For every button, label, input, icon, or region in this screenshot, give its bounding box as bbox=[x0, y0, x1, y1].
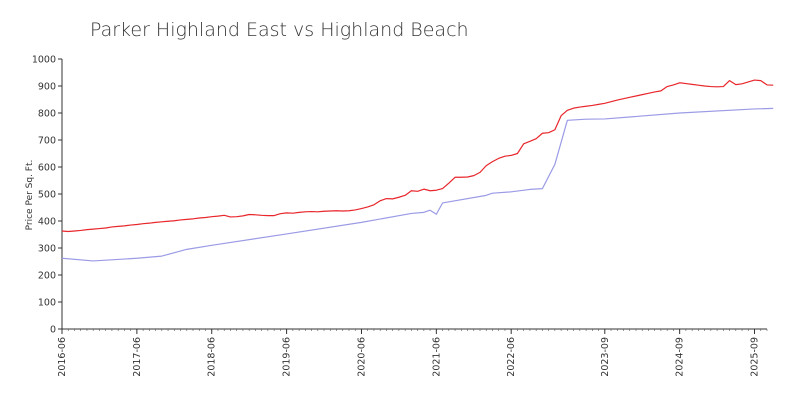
series-line-2 bbox=[61, 107, 774, 262]
y-axis-label: Price Per Sq. Ft. bbox=[25, 160, 35, 231]
series-layer bbox=[61, 79, 774, 262]
y-tick-label: 900 bbox=[38, 82, 56, 93]
chart-title: Parker Highland East vs Highland Beach bbox=[90, 19, 469, 41]
x-tick-label: 2020-06 bbox=[356, 337, 367, 377]
y-tick-label: 0 bbox=[50, 325, 56, 336]
x-tick-label: 2023-09 bbox=[600, 337, 611, 377]
y-tick-label: 300 bbox=[38, 244, 56, 255]
x-tick-label: 2017-06 bbox=[132, 337, 143, 377]
y-tick-label: 200 bbox=[38, 271, 56, 282]
y-tick-label: 100 bbox=[38, 298, 56, 309]
x-tick-label: 2016-06 bbox=[57, 337, 68, 377]
axes: 0 100 200 300 400 500 600 700 800 900 1000 2016-06 2… bbox=[32, 55, 768, 377]
x-tick-label: 2018-06 bbox=[207, 337, 218, 377]
x-tick-label: 2019-06 bbox=[282, 337, 293, 377]
y-tick-label: 600 bbox=[38, 163, 56, 174]
x-tick-label: 2024-09 bbox=[675, 337, 686, 377]
y-tick-label: 400 bbox=[38, 217, 56, 228]
y-tick-label: 800 bbox=[38, 109, 56, 120]
y-tick-label: 1000 bbox=[32, 55, 56, 66]
x-tick-label: 2021-06 bbox=[431, 337, 442, 377]
y-tick-label: 700 bbox=[38, 136, 56, 147]
y-tick-label: 500 bbox=[38, 190, 56, 201]
series-line-1 bbox=[61, 79, 774, 233]
x-tick-label: 2022-06 bbox=[506, 337, 517, 377]
x-tick-label: 2025-09 bbox=[750, 337, 761, 377]
